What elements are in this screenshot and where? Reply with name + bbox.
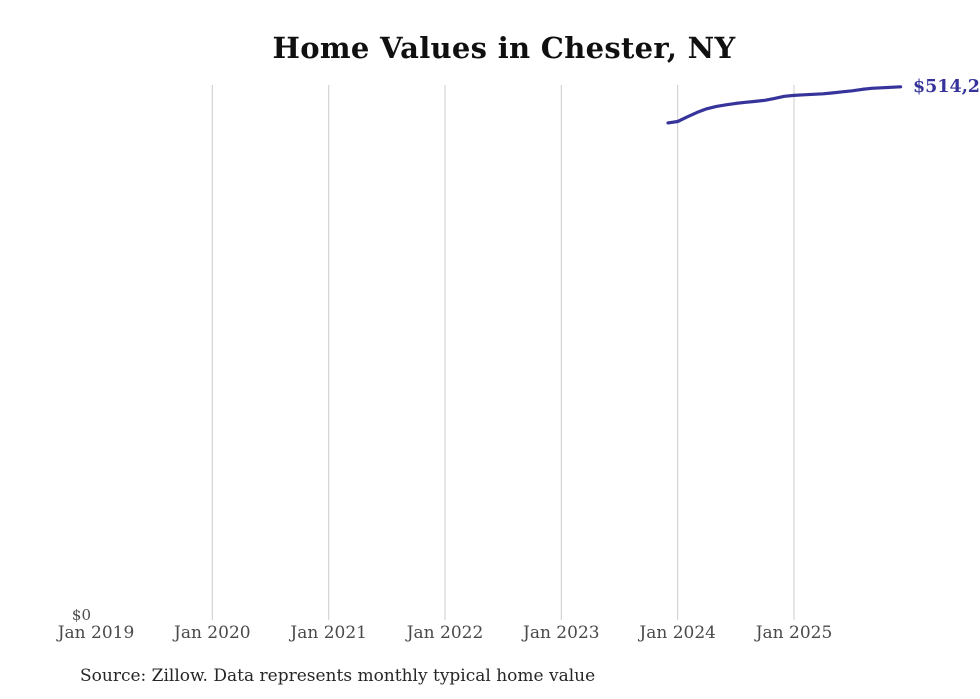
x-axis-label: Jan 2020 xyxy=(174,623,251,643)
x-axis-label: Jan 2023 xyxy=(523,623,600,643)
x-axis-label: Jan 2024 xyxy=(639,623,716,643)
y-axis-zero-label: $0 xyxy=(71,606,91,624)
x-axis-label: Jan 2022 xyxy=(406,623,484,643)
x-axis-label: Jan 2025 xyxy=(755,623,833,643)
source-note: Source: Zillow. Data represents monthly … xyxy=(80,666,596,686)
x-axis-label: Jan 2021 xyxy=(290,623,367,643)
end-value-label: $514,250 xyxy=(913,77,980,97)
x-axis-label: Jan 2019 xyxy=(57,623,135,643)
home-value-line xyxy=(666,85,903,125)
chart-title: Home Values in Chester, NY xyxy=(272,31,736,65)
